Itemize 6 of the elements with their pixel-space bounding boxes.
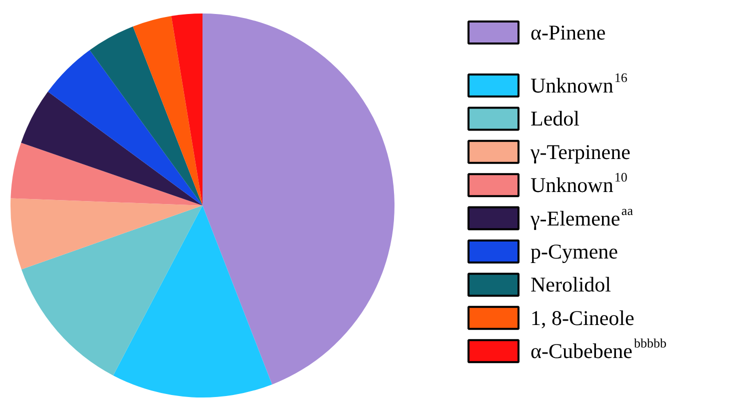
- legend-label: γ-Terpinene: [530, 140, 630, 164]
- legend-label: 1, 8-Cineole: [530, 306, 634, 330]
- legend-label: Nerolidol: [530, 272, 612, 297]
- legend-label: α-Pinene: [530, 20, 606, 44]
- legend-label: p-Cymene: [530, 240, 618, 264]
- legend-label: Ledol: [530, 106, 580, 131]
